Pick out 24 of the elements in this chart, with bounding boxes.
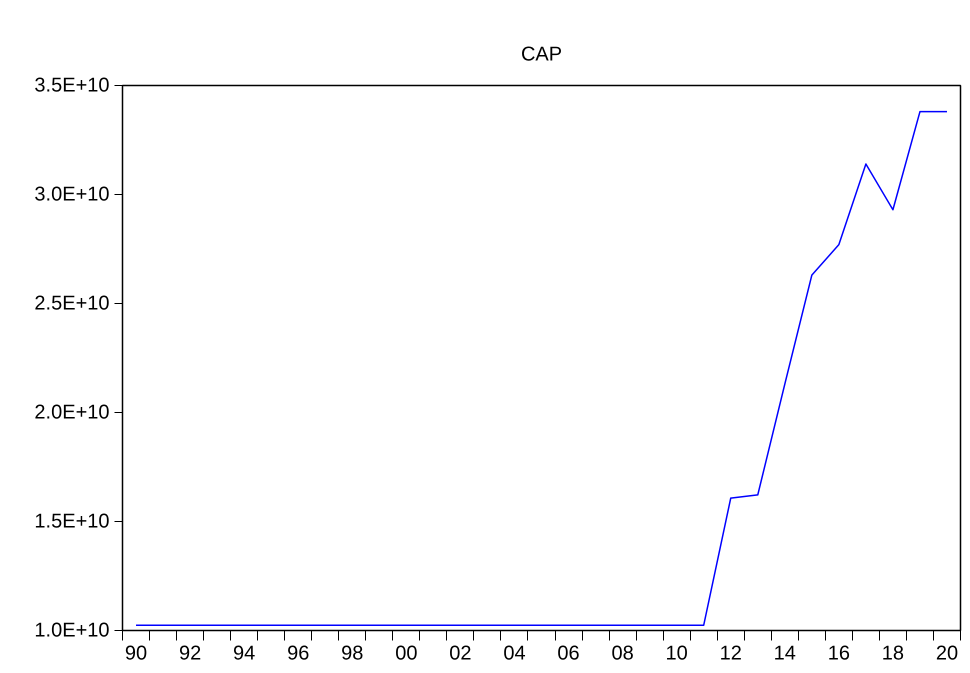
x-tick-label: 90 (124, 642, 148, 664)
x-tick-label: 20 (936, 642, 958, 664)
x-tick-label: 98 (341, 642, 364, 664)
y-tick-label: 2.0E+10 (34, 402, 110, 424)
y-tick-label: 3.5E+10 (34, 74, 110, 96)
x-tick-label: 94 (233, 642, 256, 664)
x-tick-label: 12 (720, 642, 742, 664)
x-tick-label: 16 (828, 642, 850, 664)
y-tick-label: 1.0E+10 (34, 620, 110, 642)
x-tick-label: 14 (774, 642, 796, 664)
y-tick-label: 1.5E+10 (34, 510, 110, 532)
x-tick-label: 04 (503, 642, 526, 664)
y-tick-label: 3.0E+10 (34, 184, 110, 206)
x-tick-label: 02 (449, 642, 472, 664)
x-tick-label: 00 (395, 642, 418, 664)
x-tick-label: 18 (882, 642, 904, 664)
chart-title: CAP (520, 44, 562, 66)
line-series (135, 110, 948, 626)
x-tick-label: 92 (178, 642, 202, 664)
y-tick-label: 2.5E+10 (34, 292, 110, 314)
x-tick-label: 10 (666, 642, 688, 664)
x-tick-label: 96 (287, 642, 310, 664)
x-tick-label: 08 (611, 642, 634, 664)
x-tick-label: 06 (557, 642, 580, 664)
